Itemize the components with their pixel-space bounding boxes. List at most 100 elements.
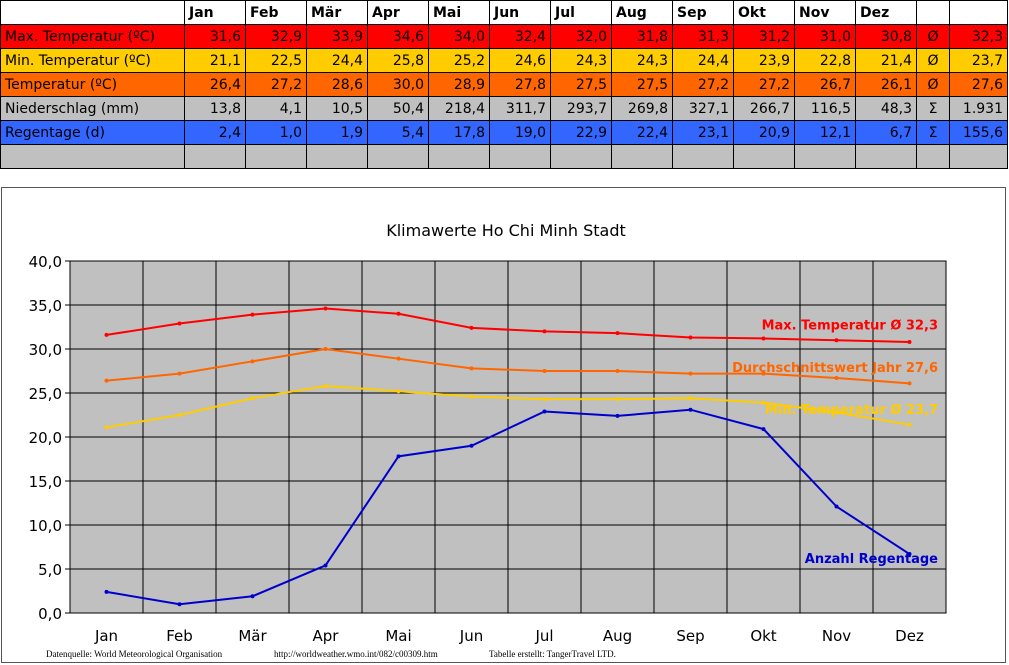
series-label: Max. Temperatur Ø 32,3 [762, 319, 938, 334]
y-tick-label: 35,0 [29, 297, 62, 315]
data-point [104, 589, 109, 594]
value-cell: 34,0 [428, 24, 490, 49]
y-tick-label: 5,0 [38, 561, 62, 579]
month-header: Jun [489, 0, 551, 25]
row-label: Max. Temperatur (ºC) [0, 24, 185, 49]
value-cell: 22,9 [550, 120, 612, 145]
data-point [250, 396, 255, 401]
value-cell: 22,5 [245, 48, 307, 73]
data-point [688, 396, 693, 401]
value-cell: 32,9 [245, 24, 307, 49]
table-row: Min. Temperatur (ºC) 21,1 22,5 24,4 25,8 25,2… [0, 48, 1008, 73]
data-point [688, 371, 693, 376]
value-cell: 269,8 [611, 96, 673, 121]
data-point [323, 563, 328, 568]
value-cell: 28,6 [306, 72, 368, 97]
x-tick-label: Feb [166, 627, 193, 645]
value-cell: 6,7 [855, 120, 917, 145]
row-label: Regentage (d) [0, 120, 185, 145]
value-cell: 25,8 [367, 48, 429, 73]
data-point [615, 413, 620, 418]
month-header: Feb [245, 0, 307, 25]
value-cell [611, 144, 673, 169]
value-cell [855, 144, 917, 169]
value-cell: 266,7 [733, 96, 795, 121]
series-line [106, 408, 911, 606]
value-cell: 31,8 [611, 24, 673, 49]
value-cell: 1,9 [306, 120, 368, 145]
data-point [177, 371, 182, 376]
data-point [469, 394, 474, 399]
data-point [250, 594, 255, 599]
x-tick-label: Jan [94, 627, 118, 645]
value-cell [489, 144, 551, 169]
value-cell: 13,8 [184, 96, 246, 121]
climate-table: Jan Feb Mär Apr Mai Jun Jul Aug Sep Okt Nov Dez Max.… [0, 0, 1008, 169]
value-cell: 32,0 [550, 24, 612, 49]
value-cell: 19,0 [489, 120, 551, 145]
value-cell: 31,2 [733, 24, 795, 49]
value-cell: 4,1 [245, 96, 307, 121]
data-point [469, 325, 474, 330]
data-point [177, 413, 182, 417]
value-cell [245, 144, 307, 169]
value-cell: 21,1 [184, 48, 246, 73]
y-tick-label: 10,0 [29, 517, 62, 535]
value-cell [550, 144, 612, 169]
data-point [177, 602, 182, 607]
data-point [615, 369, 620, 373]
data-point [834, 410, 839, 415]
aggregate-value: 155,6 [949, 120, 1008, 145]
data-point [542, 329, 547, 334]
month-header: Sep [672, 0, 734, 25]
value-cell: 26,7 [794, 72, 856, 97]
climate-chart: Klimawerte Ho Chi Minh Stadt 0,0 5,0 10,0 1… [29, 221, 947, 659]
value-cell: 10,5 [306, 96, 368, 121]
data-point [323, 347, 328, 351]
month-header: Apr [367, 0, 429, 25]
data-point [615, 331, 620, 336]
value-cell: 31,0 [794, 24, 856, 49]
footer-creator: Tabelle erstellt: TangerTravel LTD. [489, 649, 616, 659]
y-tick-label: 30,0 [29, 341, 62, 359]
value-cell: 21,4 [855, 48, 917, 73]
chart-title: Klimawerte Ho Chi Minh Stadt [386, 221, 626, 240]
data-point [542, 409, 547, 414]
value-cell: 27,8 [489, 72, 551, 97]
x-tick-label: Mai [385, 627, 411, 645]
data-point [542, 369, 547, 373]
value-cell: 27,5 [611, 72, 673, 97]
data-point [688, 335, 693, 340]
data-point [104, 332, 109, 337]
value-cell [733, 144, 795, 169]
value-cell: 31,3 [672, 24, 734, 49]
x-tick-label: Nov [822, 627, 851, 645]
aggregate-symbol: Ø [916, 48, 950, 73]
aggregate-value: 27,6 [949, 72, 1008, 97]
month-header: Jan [184, 0, 246, 25]
data-point [396, 454, 401, 459]
x-tick-label: Jun [459, 627, 483, 645]
value-cell [367, 144, 429, 169]
x-tick-label: Mär [238, 627, 267, 645]
month-header: Nov [794, 0, 856, 25]
aggregate-symbol [916, 144, 950, 169]
aggregate-symbol: Σ [916, 120, 950, 145]
table-row: Regentage (d) 2,4 1,0 1,9 5,4 17,8 19,0 22,9 22,… [0, 120, 1008, 145]
data-point [834, 376, 839, 381]
y-tick-label: 40,0 [29, 253, 62, 271]
data-point [542, 397, 547, 402]
row-label [0, 144, 185, 169]
data-point [469, 366, 474, 371]
value-cell: 293,7 [550, 96, 612, 121]
series-label: Anzahl Regentage [805, 552, 938, 567]
table-row: Temperatur (ºC) 26,4 27,2 28,6 30,0 28,9 27,8 2… [0, 72, 1008, 97]
data-point [834, 504, 839, 509]
x-tick-label: Dez [895, 627, 924, 645]
data-point [177, 321, 182, 326]
data-point [907, 552, 912, 557]
value-cell: 30,0 [367, 72, 429, 97]
value-cell: 327,1 [672, 96, 734, 121]
month-header: Mär [306, 0, 368, 25]
value-cell: 2,4 [184, 120, 246, 145]
